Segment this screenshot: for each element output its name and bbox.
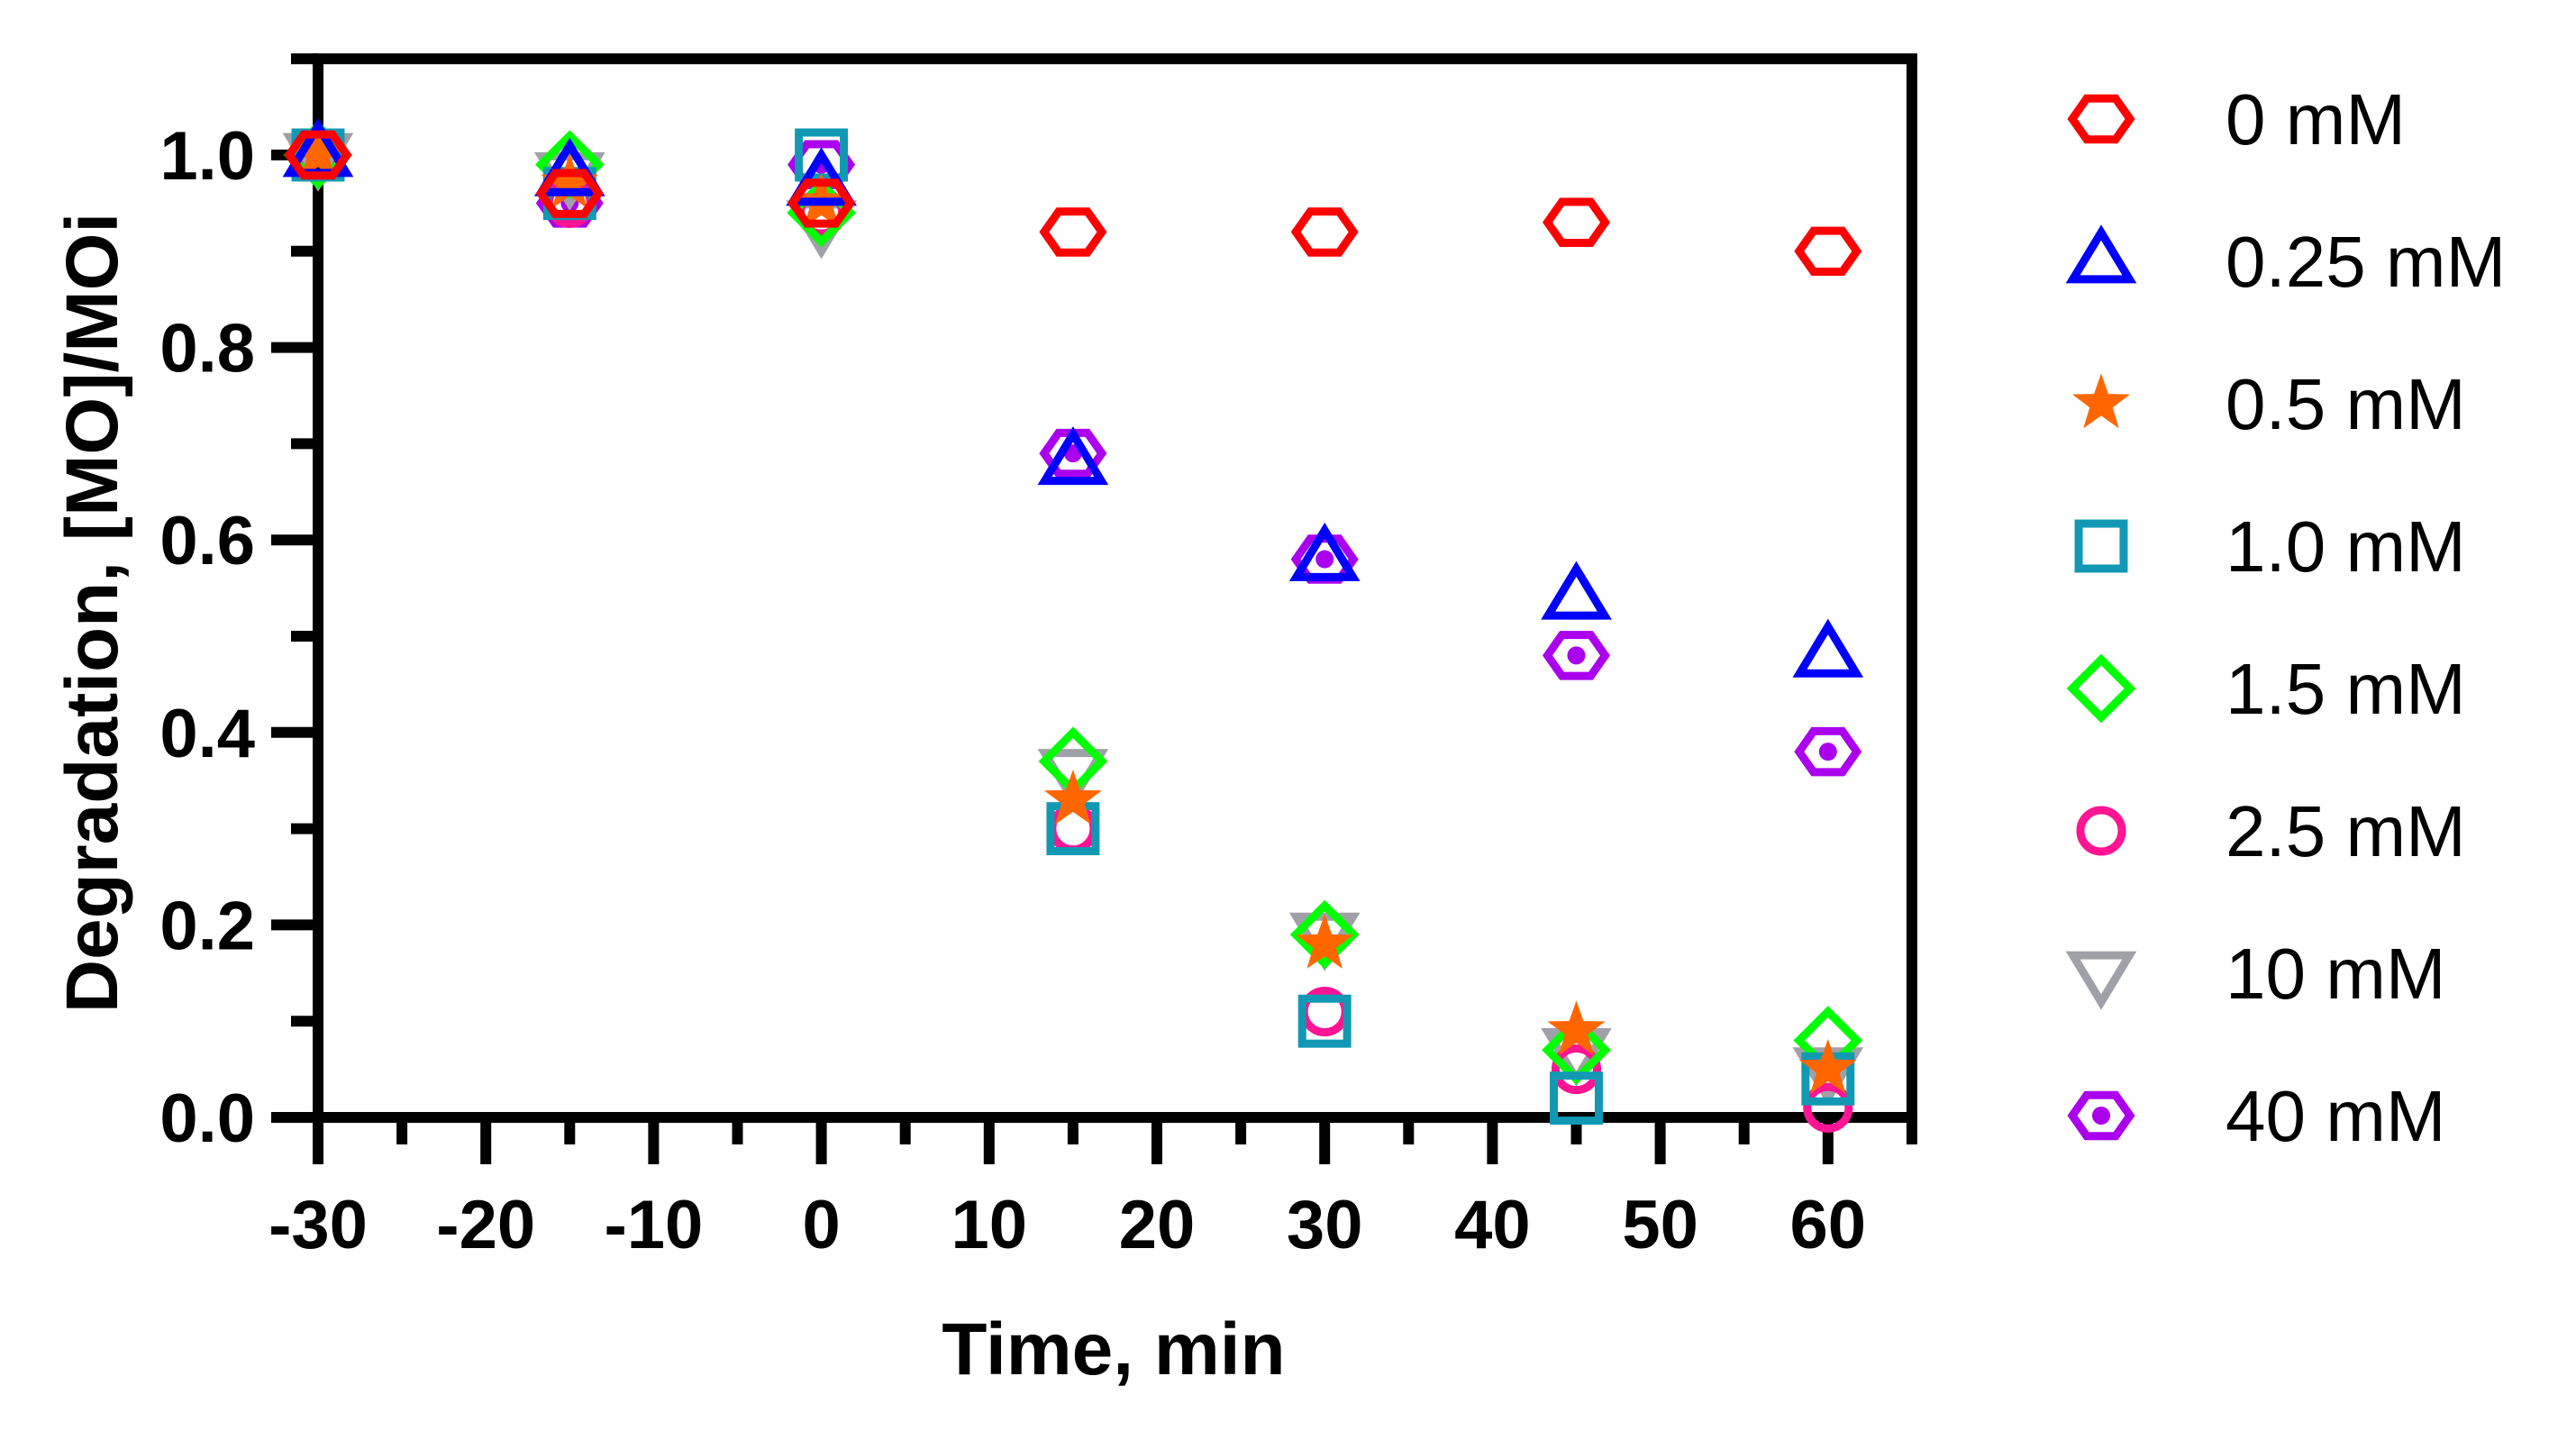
y-tick-label: 0.6 — [159, 503, 255, 579]
x-tick-label: 30 — [1287, 1187, 1363, 1263]
data-point-star — [1798, 1039, 1857, 1094]
x-axis-ticks: -30 -20 -10 0 10 20 30 40 50 60 — [269, 1117, 1917, 1263]
x-tick-label: -30 — [269, 1187, 368, 1263]
legend-item: 1.0 mM — [2074, 506, 2466, 587]
data-point-square — [1297, 994, 1352, 1048]
legend-label: 0.25 mM — [2226, 222, 2506, 302]
star-icon — [2072, 373, 2130, 429]
circle-icon — [2076, 806, 2126, 856]
legend-item: 0.5 mM — [2072, 364, 2466, 444]
legend-item: 10 mM — [2065, 934, 2446, 1014]
x-tick-label: 0 — [802, 1187, 840, 1263]
hexagon-dot-icon — [2067, 1090, 2135, 1141]
legend-item: 0.25 mM — [2065, 222, 2506, 302]
data-point-hexagon — [535, 169, 604, 218]
data-points — [282, 118, 1864, 1133]
y-tick-label: 0.2 — [159, 888, 255, 964]
data-point-hexagon — [1290, 207, 1359, 257]
legend: 0 mM 0.25 mM 0.5 mM 1.0 mM 1.5 mM 2.5 mM 10 mM… — [2065, 79, 2506, 1156]
data-point-hexagon-dot — [1542, 631, 1611, 680]
data-point-hexagon — [1039, 207, 1107, 257]
data-point-hexagon-dot — [1794, 726, 1862, 777]
data-point-diamond — [1289, 899, 1360, 970]
legend-item: 1.5 mM — [2066, 649, 2466, 729]
legend-label: 0.5 mM — [2226, 364, 2466, 444]
legend-item: 40 mM — [2067, 1076, 2446, 1156]
y-tick-label: 0.0 — [159, 1080, 255, 1157]
hexagon-icon — [2067, 94, 2135, 144]
axes — [313, 53, 1917, 1123]
legend-label: 0 mM — [2226, 79, 2406, 160]
x-tick-label: 10 — [951, 1187, 1028, 1263]
legend-label: 40 mM — [2226, 1076, 2446, 1156]
x-tick-label: -10 — [604, 1187, 703, 1263]
data-point-triangle-up — [1288, 522, 1361, 581]
triangle-down-icon — [2065, 951, 2137, 1010]
y-tick-label: 1.0 — [159, 118, 255, 195]
legend-label: 1.0 mM — [2226, 506, 2466, 587]
data-point-circle — [1803, 1082, 1853, 1133]
data-point-triangle-up — [786, 147, 857, 206]
legend-label: 10 mM — [2226, 934, 2446, 1014]
data-point-hexagon — [787, 178, 856, 228]
data-point-star — [289, 124, 347, 180]
data-point-star — [1043, 770, 1102, 825]
data-point-triangle-up — [1037, 426, 1109, 486]
x-tick-label: 50 — [1622, 1187, 1698, 1263]
y-tick-label: 0.4 — [159, 696, 255, 772]
data-point-triangle-up — [1792, 618, 1864, 678]
data-point-triangle-up — [533, 137, 605, 196]
data-point-star — [1296, 914, 1354, 969]
data-point-circle — [1551, 1044, 1602, 1095]
data-point-triangle-up — [1541, 561, 1612, 620]
diamond-icon — [2066, 653, 2136, 724]
x-axis-title: Time, min — [942, 1308, 1285, 1390]
y-axis-ticks: 0.0 0.2 0.4 0.6 0.8 1.0 — [159, 53, 318, 1157]
data-point-star — [1547, 1000, 1606, 1056]
triangle-up-icon — [2065, 224, 2137, 284]
square-icon — [2074, 519, 2128, 573]
x-tick-label: 60 — [1790, 1187, 1867, 1263]
x-tick-label: 20 — [1119, 1187, 1196, 1263]
data-point-square — [1550, 1071, 1603, 1126]
y-axis-title: Degradation, [MO]/MOi — [51, 213, 133, 1013]
x-tick-label: 40 — [1454, 1187, 1531, 1263]
data-point-hexagon — [1794, 226, 1862, 276]
legend-item: 2.5 mM — [2076, 791, 2466, 871]
data-point-hexagon — [1542, 197, 1611, 247]
legend-item: 0 mM — [2067, 79, 2406, 160]
legend-label: 1.5 mM — [2226, 649, 2466, 729]
x-tick-label: -20 — [436, 1187, 535, 1263]
y-tick-label: 0.8 — [159, 311, 255, 387]
legend-label: 2.5 mM — [2226, 791, 2466, 871]
data-point-hexagon — [284, 130, 352, 180]
data-point-star — [541, 153, 599, 209]
